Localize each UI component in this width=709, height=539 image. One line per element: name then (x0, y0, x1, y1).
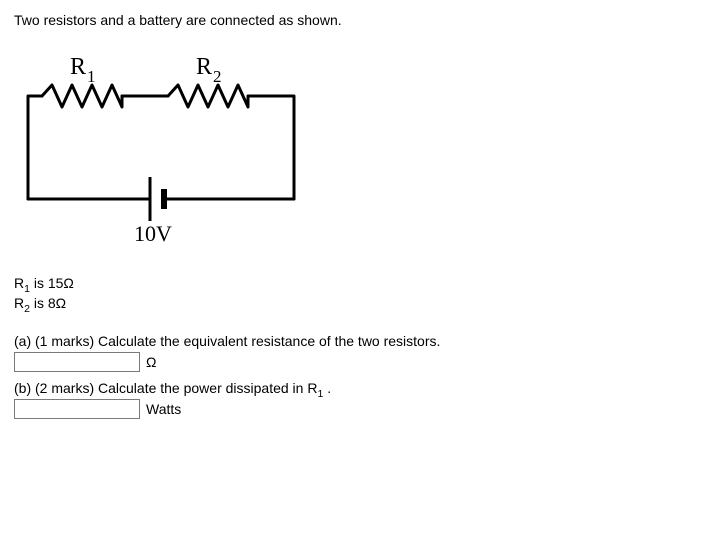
svg-text:2: 2 (213, 67, 222, 86)
given-r1: R1 is 15Ω (14, 275, 695, 291)
circuit-diagram: R1R210V (14, 34, 695, 257)
svg-text:1: 1 (87, 67, 96, 86)
question-a: (a) (1 marks) Calculate the equivalent r… (14, 333, 695, 349)
given-r2: R2 is 8Ω (14, 295, 695, 311)
answer-a-input[interactable] (14, 352, 140, 372)
r2-text: is 8Ω (30, 295, 66, 311)
answer-b-unit: Watts (146, 401, 181, 417)
r1-text: is 15Ω (30, 275, 74, 291)
svg-text:R: R (70, 54, 86, 80)
svg-text:R: R (196, 54, 212, 80)
question-b-post: . (323, 380, 331, 396)
answer-a-unit: Ω (146, 354, 156, 370)
answer-b-input[interactable] (14, 399, 140, 419)
given-values: R1 is 15Ω R2 is 8Ω (14, 275, 695, 311)
question-b-pre: (b) (2 marks) Calculate the power dissip… (14, 380, 317, 396)
svg-text:10V: 10V (134, 221, 172, 246)
r2-base: R (14, 295, 24, 311)
intro-text: Two resistors and a battery are connecte… (14, 12, 695, 28)
question-b: (b) (2 marks) Calculate the power dissip… (14, 380, 695, 396)
r1-base: R (14, 275, 24, 291)
